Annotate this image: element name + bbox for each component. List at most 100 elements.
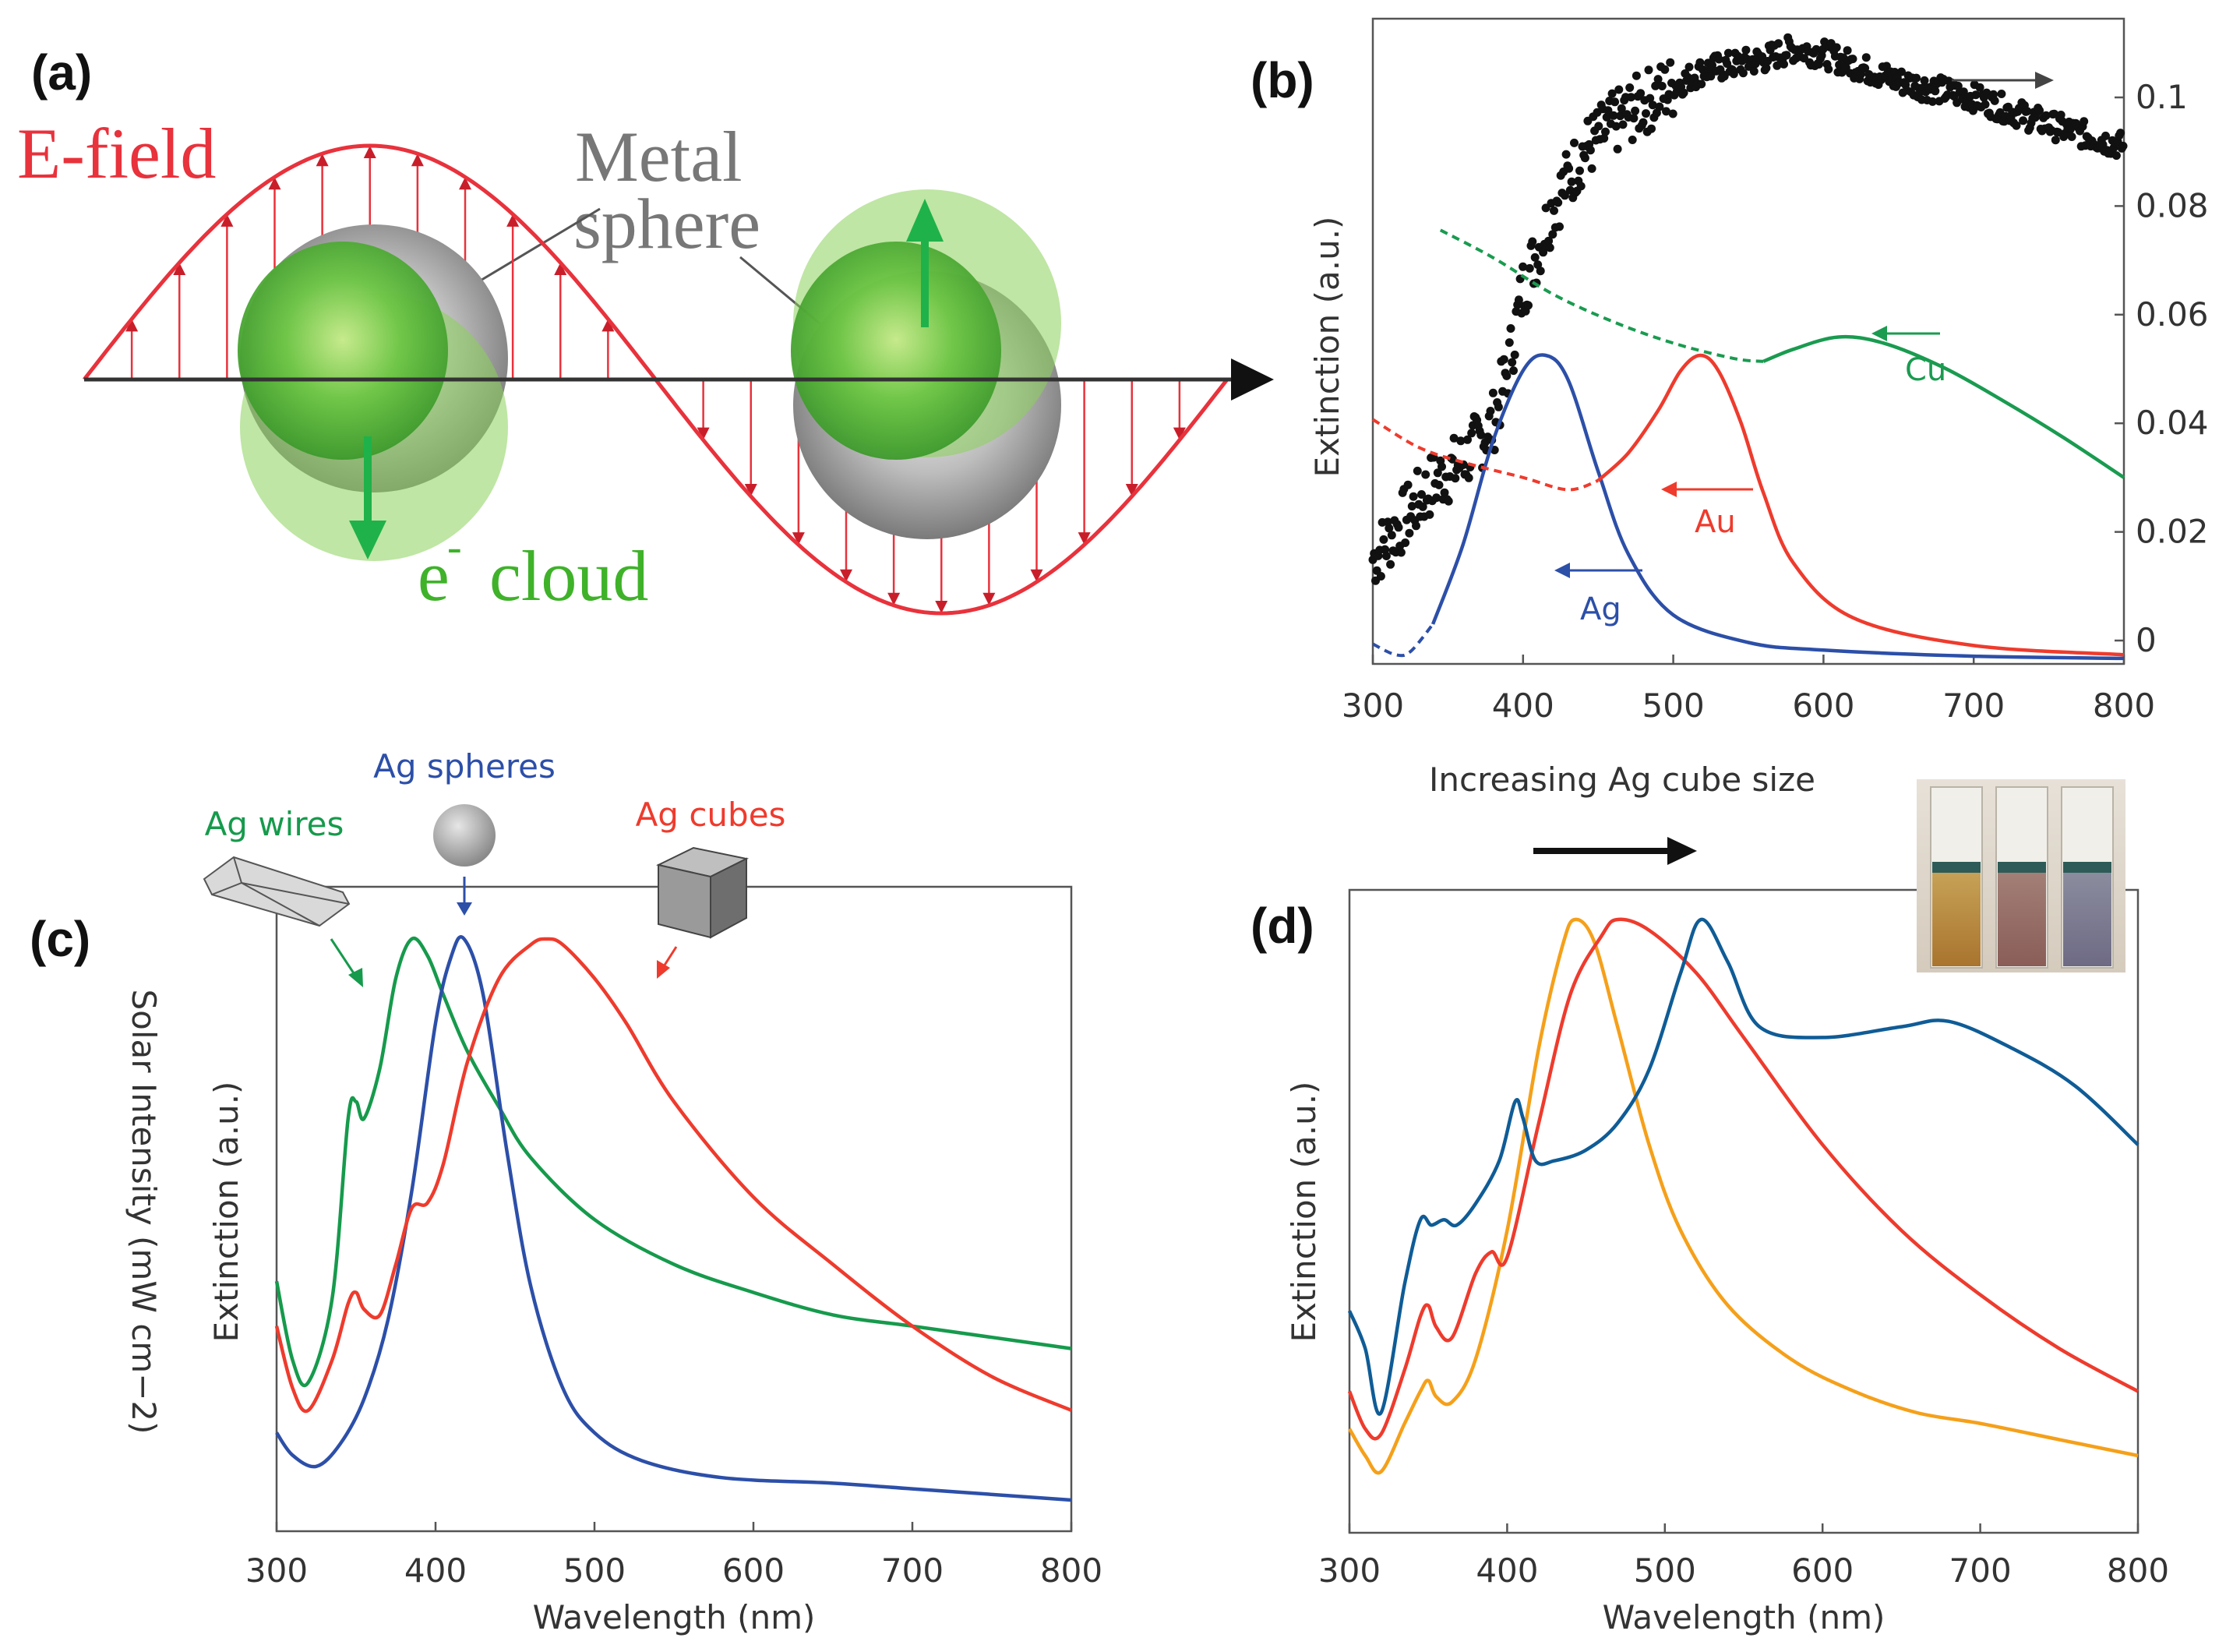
efield-arrowhead-icon (792, 532, 805, 545)
solar-point (1594, 122, 1603, 131)
solar-point (1438, 462, 1446, 471)
solar-point (1861, 53, 1871, 62)
series-line-au-dashed (1371, 418, 1599, 492)
panel-b-solar-scatter (1368, 33, 2128, 585)
solar-point (1714, 55, 1723, 64)
solar-point (1653, 75, 1663, 84)
solar-point (1848, 55, 1857, 64)
solar-point (1376, 572, 1385, 581)
x-tick-label: 600 (1791, 1551, 1854, 1590)
efield-arrowhead-icon (459, 177, 471, 190)
solar-point (2111, 151, 2121, 161)
solar-point (1440, 488, 1449, 497)
solar-point (1648, 101, 1657, 110)
solar-point (2035, 106, 2044, 115)
ag-sphere-icon (433, 804, 496, 867)
y2-tick-label: 0.08 (2136, 186, 2209, 224)
solar-point (1602, 112, 1611, 122)
solar-point (1488, 388, 1497, 397)
solar-point (1509, 366, 1518, 376)
solar-point (1931, 86, 1940, 96)
panel-c-ticks: 300 400 500 600 700 800 (245, 1522, 1102, 1590)
solar-point (1494, 402, 1503, 411)
ecloud-word: cloud (489, 536, 648, 616)
x-tick-label: 400 (404, 1551, 467, 1590)
cube-size-arrow-icon (1667, 837, 1697, 865)
series-line-medium-cubes (1347, 917, 2140, 1441)
efield-arrowhead-icon (887, 592, 901, 605)
x-tick-label: 400 (1492, 687, 1554, 725)
solar-point (1508, 358, 1517, 367)
series-line-ag-wires (274, 936, 1072, 1388)
x-tick-label: 300 (245, 1551, 308, 1590)
solar-point (1912, 73, 1921, 83)
efield-arrowhead-icon (554, 263, 567, 275)
solar-point (1425, 510, 1434, 519)
solar-point (1502, 371, 1512, 380)
panel-c-series (274, 935, 1072, 1502)
solar-point (2118, 141, 2128, 150)
x-tick-label: 300 (1342, 687, 1404, 725)
solar-point (1421, 470, 1430, 479)
x-tick-label: 800 (2107, 1551, 2169, 1590)
solar-point (1636, 89, 1646, 98)
solar-point (1600, 134, 1609, 143)
solar-point (1631, 106, 1640, 115)
solar-point (1587, 164, 1596, 173)
solar-point (1506, 324, 1515, 333)
solar-point (1647, 124, 1656, 133)
solar-point (1824, 65, 1833, 74)
solar-point (1706, 72, 1716, 81)
solar-point (1774, 39, 1783, 48)
efield-arrowhead-icon (125, 319, 139, 332)
efield-arrowhead-icon (363, 146, 376, 158)
solar-point (1646, 94, 1655, 103)
au-label: Au (1695, 504, 1736, 540)
ag-cube-pointer-icon (657, 960, 670, 979)
panel-b-series (1371, 228, 2125, 661)
efield-arrowhead-icon (601, 319, 615, 332)
solar-point (1723, 48, 1733, 58)
efield-arrowhead-icon (744, 484, 757, 496)
solar-point (1741, 45, 1751, 55)
series-line-ag-spheres (275, 935, 1072, 1502)
solar-point (1997, 90, 2006, 98)
solar-point (1657, 82, 1667, 90)
solar-point (1697, 79, 1706, 89)
ag-label: Ag (1580, 591, 1621, 627)
y2-tick-label: 0.1 (2136, 78, 2188, 116)
solar-point (1444, 496, 1453, 506)
series-line-cu-dashed (1439, 228, 1764, 363)
cloud-arrow-down-icon (349, 521, 386, 559)
efield-arrowhead-icon (220, 214, 234, 227)
solar-point (1510, 350, 1519, 359)
solar-point (2012, 121, 2021, 130)
ag-wire-pointer (330, 938, 358, 979)
metal-label-line2: sphere (573, 184, 760, 263)
ag-wire-icon (203, 856, 351, 927)
solar-point (1432, 493, 1441, 503)
solar-point (1651, 81, 1660, 90)
solar-point (1409, 492, 1418, 501)
solar-point (1536, 267, 1545, 276)
solar-point (1729, 69, 1738, 79)
solar-point (1550, 206, 1558, 215)
solar-point (1525, 263, 1534, 273)
efield-arrowhead-icon (935, 601, 948, 613)
solar-point (2041, 111, 2051, 120)
solar-point (1451, 474, 1460, 483)
solar-point (1749, 67, 1759, 76)
solar-point (1486, 407, 1495, 415)
panel-c-ylabel2: Solar Intensity (mW cm−2) (125, 989, 163, 1434)
solar-point (1780, 59, 1788, 69)
solar-point (1642, 109, 1650, 118)
panel-d-xlabel: Wavelength (nm) (1603, 1598, 1886, 1636)
panel-b-frame (1371, 17, 2125, 665)
solar-point (1861, 64, 1870, 72)
solar-point (1655, 102, 1664, 111)
cu-label: Cu (1905, 352, 1946, 388)
electron-cloud-right (791, 242, 1001, 460)
cloud-arrow-up-icon (906, 199, 944, 242)
solar-point (1476, 430, 1486, 439)
solar-point (1575, 166, 1584, 175)
